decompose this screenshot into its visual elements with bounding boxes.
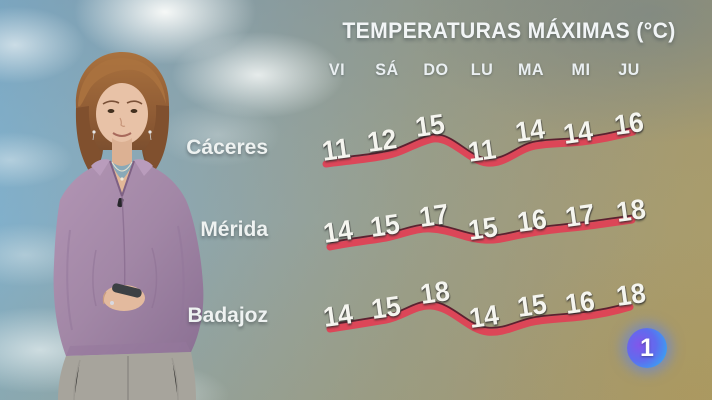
temp-value: 18	[614, 193, 648, 228]
presenter-eye	[107, 109, 115, 113]
temp-value: 17	[417, 198, 451, 233]
presenter-nose	[119, 117, 126, 127]
presenter-eyebrow	[102, 100, 120, 105]
temp-value: 14	[467, 299, 501, 334]
temp-value: 11	[465, 133, 498, 168]
necklace-pendant	[120, 177, 124, 181]
temp-value: 18	[418, 275, 452, 310]
day-label: DO	[423, 60, 449, 79]
temp-value: 16	[612, 106, 646, 141]
temp-value: 15	[515, 288, 549, 323]
temp-value: 17	[563, 198, 597, 233]
temp-value: 14	[321, 298, 355, 333]
necklace	[111, 161, 133, 172]
temp-value: 11	[319, 132, 352, 167]
presenter-mouth	[112, 132, 132, 137]
day-label: LU	[470, 60, 494, 79]
temp-value: 12	[365, 123, 399, 158]
remote-clicker	[112, 283, 142, 298]
presenter-pants	[58, 352, 196, 400]
day-label: SÁ	[375, 60, 399, 79]
temp-value: 16	[515, 203, 549, 238]
earring	[92, 130, 96, 134]
day-label: MA	[517, 60, 545, 79]
collar	[134, 159, 153, 176]
temp-value: 14	[561, 115, 595, 150]
temp-value: 14	[513, 113, 547, 148]
temp-value: 18	[614, 277, 648, 312]
temp-value: 14	[321, 214, 355, 249]
presenter-eyebrow	[126, 100, 143, 105]
presenter-hair-fringe	[78, 58, 166, 107]
city-label-caceres: Cáceres	[186, 136, 268, 159]
temp-value: 15	[413, 108, 447, 143]
presenter-face	[96, 83, 148, 145]
temp-value: 16	[563, 285, 597, 320]
temp-value: 15	[466, 211, 500, 246]
ring	[110, 301, 114, 305]
presenter-neck	[112, 138, 132, 166]
presenter-eye	[130, 109, 138, 113]
channel-logo-la1: 1	[627, 328, 667, 368]
day-label: JU	[618, 60, 640, 79]
weather-presenter	[53, 52, 204, 400]
temp-value: 15	[368, 208, 402, 243]
earring	[148, 130, 152, 134]
lavalier-microphone	[117, 198, 124, 208]
chart-title: TEMPERATURAS MÁXIMAS (°C)	[342, 18, 676, 43]
city-label-merida: Mérida	[200, 218, 268, 241]
day-label: MI	[571, 60, 591, 79]
day-label: VI	[328, 60, 346, 79]
city-label-badajoz: Badajoz	[187, 304, 268, 327]
presenter-hands	[103, 285, 145, 311]
temp-value: 15	[369, 290, 403, 325]
collar	[91, 159, 110, 176]
